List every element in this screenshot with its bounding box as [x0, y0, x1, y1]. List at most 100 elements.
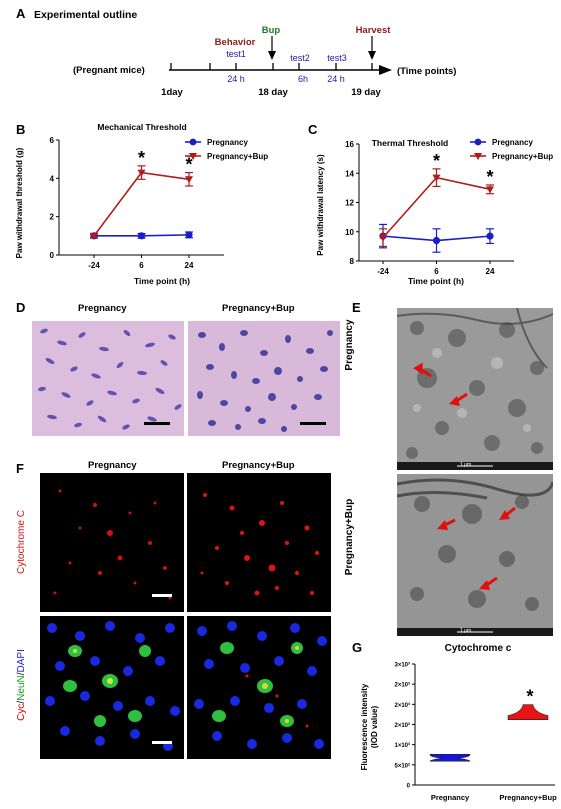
- panel-f-letter: F: [16, 461, 24, 476]
- violin-shape: [507, 704, 549, 720]
- y-tick-label: 1×10³: [394, 742, 410, 749]
- legend-label: Pregnancy: [207, 138, 248, 147]
- chart-c-xlabel: Time point (h): [408, 276, 464, 286]
- x-tick-label: 24: [486, 267, 495, 276]
- y-tick-label: 10: [345, 228, 354, 237]
- panel-e-label-pregnancy-bup: Pregnancy+Bup: [344, 498, 355, 576]
- test3-label: test3: [327, 53, 347, 63]
- series-line: [93, 171, 190, 237]
- legend-marker: [189, 153, 197, 160]
- row2-dapi: DAPI: [16, 649, 27, 673]
- row2-slash-1: /: [16, 700, 27, 704]
- panel-d-label-pregnancy-bup: Pregnancy+Bup: [222, 303, 295, 314]
- panel-f-row2-label: Cyc/NeuN/DAPI: [16, 635, 27, 735]
- panel-e-letter: E: [352, 300, 361, 315]
- x-tick-label: -24: [377, 267, 389, 276]
- em-pregnancy-bup-texture: [397, 474, 553, 636]
- x-tick-label: 6: [434, 267, 439, 276]
- fluor-cytc-pregnancy: [40, 473, 184, 612]
- interval-6h: 6h: [298, 74, 308, 84]
- chart-g-ylabel-line2: (IOD value): [370, 706, 379, 749]
- chart-g-title: Cytochrome c: [445, 643, 512, 654]
- cytochrome-c-chart: Cytochrome c Fluorescence intensity (IOD…: [360, 643, 557, 802]
- interval-24h-b: 24 h: [327, 74, 345, 84]
- y-tick-label: 16: [345, 140, 354, 149]
- he-stain-pregnancy-bup-cells: [188, 321, 340, 436]
- y-tick-label: 14: [345, 169, 354, 178]
- y-tick-label: 2×10³: [394, 682, 410, 689]
- fluor-merge-pregnancy-bup: [187, 616, 331, 759]
- x-tick-label: Pregnancy+Bup: [499, 793, 557, 802]
- panel-d-label-pregnancy: Pregnancy: [78, 303, 127, 314]
- y-tick-label: 6: [50, 136, 55, 145]
- em-pregnancy-texture: [397, 308, 553, 470]
- timeline-arrowhead: [379, 65, 392, 75]
- data-point: [379, 234, 387, 242]
- day-label-19: 19 day: [351, 87, 381, 98]
- y-tick-label: 2×10³: [394, 702, 410, 709]
- y-tick-label: 3×10³: [394, 662, 410, 669]
- chart-b-title: Mechanical Threshold: [97, 122, 186, 132]
- significance-star: *: [526, 687, 533, 707]
- day-label-18: 18 day: [258, 87, 288, 98]
- em-image-pregnancy-bup: [397, 474, 553, 636]
- legend-label: Pregnancy+Bup: [492, 152, 553, 161]
- row2-cyc: Cyc: [16, 703, 27, 721]
- legend-marker: [474, 138, 482, 146]
- data-point: [185, 176, 193, 184]
- day-label-1: 1day: [161, 87, 183, 98]
- data-point: [137, 169, 146, 177]
- y-tick-label: 12: [345, 199, 354, 208]
- x-tick-label: -24: [88, 261, 100, 270]
- legend-marker: [189, 138, 197, 146]
- data-point: [486, 232, 494, 240]
- y-tick-label: 0: [50, 251, 55, 260]
- panel-f-col-label-pregnancy: Pregnancy: [88, 460, 137, 471]
- chart-b-xlabel: Time point (h): [134, 276, 190, 286]
- fluor-merge-pregnancy-bup-cells: [187, 616, 331, 759]
- panel-e-label-pregnancy: Pregnancy: [344, 319, 355, 371]
- x-tick-label: Pregnancy: [431, 793, 470, 802]
- timeline-left-label: (Pregnant mice): [73, 65, 145, 76]
- behavior-label: Behavior: [215, 37, 256, 48]
- violin-shape: [429, 754, 471, 762]
- fluor-cytc-pregnancy-dots: [40, 473, 184, 612]
- data-point: [486, 186, 494, 194]
- panel-a-letter: A: [16, 6, 26, 21]
- significance-star: *: [138, 148, 145, 168]
- em-scale-label-2: 1 μm: [460, 628, 472, 634]
- data-point: [432, 236, 441, 245]
- chart-b-ylabel: Paw withdrawal threshold (g): [15, 147, 24, 258]
- em-scale-label-1: 1 μm: [460, 462, 472, 468]
- legend-label: Pregnancy: [492, 138, 533, 147]
- x-tick-label: 6: [139, 261, 144, 270]
- data-point: [432, 174, 441, 182]
- test1-label: test1: [226, 49, 246, 59]
- panel-a-heading: Experimental outline: [34, 9, 138, 21]
- em-image-pregnancy: [397, 308, 553, 470]
- row2-slash-2: /: [16, 672, 27, 676]
- harvest-arrowhead: [368, 51, 376, 60]
- timeline-right-label: (Time points): [397, 66, 456, 77]
- bup-label: Bup: [262, 25, 281, 36]
- significance-star: *: [185, 155, 192, 175]
- y-tick-label: 5×10²: [394, 762, 410, 769]
- y-tick-label: 4: [50, 174, 55, 183]
- legend-marker: [474, 153, 482, 160]
- chart-c-ylabel: Paw withdrawal latency (s): [316, 154, 325, 256]
- he-stain-pregnancy-cells: [32, 321, 184, 436]
- timeline-diagram: (Pregnant mice) (Time points) Behavior t…: [73, 25, 456, 98]
- interval-24h-a: 24 h: [227, 74, 245, 84]
- y-tick-label: 8: [350, 257, 355, 266]
- harvest-label: Harvest: [356, 25, 392, 36]
- y-tick-label: 2: [50, 213, 55, 222]
- data-point: [185, 231, 193, 239]
- row2-neun: NeuN: [16, 675, 27, 701]
- y-tick-label: 2×10³: [394, 722, 410, 729]
- data-point: [90, 232, 98, 240]
- bup-arrowhead: [268, 51, 276, 60]
- x-tick-label: 24: [185, 261, 194, 270]
- panel-d-letter: D: [16, 300, 26, 315]
- panel-c-letter: C: [308, 122, 318, 137]
